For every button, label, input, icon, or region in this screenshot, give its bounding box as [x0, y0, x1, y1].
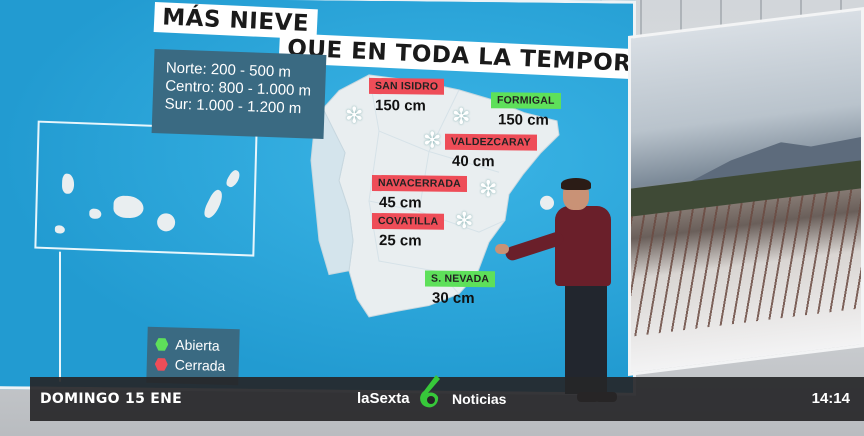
presenter-torso: [555, 206, 611, 286]
snow-depth: 150 cm: [498, 111, 549, 129]
altitude-info-box: Norte: 200 - 500 m Centro: 800 - 1.000 m…: [151, 49, 327, 139]
station-sierra-nevada: S. NEVADA 30 cm: [425, 269, 496, 310]
presenter-legs: [565, 284, 607, 394]
pointing-hand: [495, 244, 509, 254]
station-valdezcaray: VALDEZCARAY 40 cm: [445, 132, 537, 173]
clock-time: 14:14: [811, 390, 850, 407]
altitude-south: Sur: 1.000 - 1.200 m: [164, 95, 302, 118]
island: [89, 208, 102, 219]
presenter-hair: [561, 178, 591, 190]
snowflake-icon: ✻: [452, 103, 471, 129]
open-hex-icon: [155, 338, 168, 351]
news-ticker-bar: DOMINGO 15 ENE laSexta Noticias 14:14: [30, 375, 864, 421]
channel-name: laSexta: [357, 390, 410, 407]
ticker-date: DOMINGO 15 ENE: [40, 391, 183, 407]
station-name: VALDEZCARAY: [445, 133, 537, 151]
inset-connector-line: [59, 251, 61, 382]
station-name: NAVACERRADA: [372, 174, 467, 192]
island: [113, 195, 144, 219]
snowflake-icon: ✻: [345, 102, 364, 128]
station-san-isidro: SAN ISIDRO 150 cm: [369, 76, 445, 117]
legend-closed: Cerrada: [155, 354, 231, 376]
program-name: Noticias: [452, 391, 507, 407]
legend-open-label: Abierta: [175, 336, 220, 354]
legend-closed-label: Cerrada: [174, 356, 226, 374]
station-name: COVATILLA: [372, 212, 445, 230]
station-name: FORMIGAL: [491, 92, 561, 109]
station-name: SAN ISIDRO: [369, 77, 445, 95]
snowflake-icon: ✻: [423, 127, 442, 153]
closed-hex-icon: [155, 358, 168, 371]
station-formigal: FORMIGAL 150 cm: [491, 90, 561, 131]
map-screen: ✻ ✻ ✻ ✻ ✻ SAN ISIDRO 150 cm FORMIGAL 150…: [0, 0, 636, 396]
snow-depth: 30 cm: [432, 289, 475, 308]
island: [224, 168, 243, 190]
snow-depth: 25 cm: [379, 232, 422, 250]
lasexta-logo-icon: [420, 375, 440, 408]
snow-depth: 150 cm: [375, 96, 426, 115]
island: [61, 173, 75, 194]
snow-depth: 40 cm: [452, 152, 495, 171]
island: [201, 187, 226, 221]
legend-open: Abierta: [155, 334, 231, 356]
canary-islands-inset: [34, 120, 258, 257]
island: [54, 225, 65, 234]
station-name: S. NEVADA: [425, 270, 496, 288]
snowy-vineyard-photo: [628, 7, 864, 376]
island: [156, 213, 176, 232]
station-navacerrada: NAVACERRADA 45 cm: [372, 173, 467, 214]
station-covatilla: COVATILLA 25 cm: [372, 211, 445, 252]
